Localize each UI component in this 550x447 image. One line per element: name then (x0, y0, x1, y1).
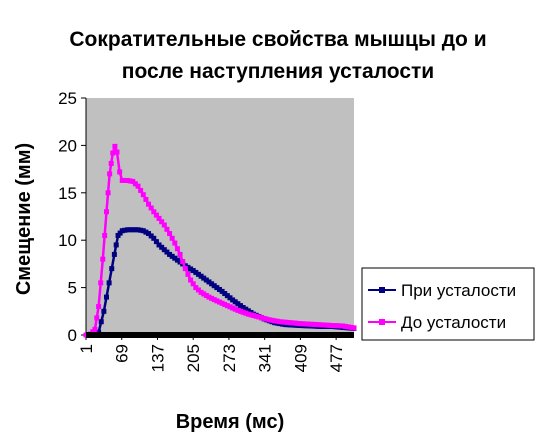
series-1-line (85, 145, 355, 337)
x-tick-label: 477 (327, 344, 346, 372)
legend-label-fatigued: При усталости (401, 281, 516, 300)
y-axis-label: Смещение (мм) (13, 143, 35, 295)
x-tick-label: 1 (77, 344, 96, 353)
y-tick-label: 5 (68, 279, 77, 298)
y-tick-label: 0 (68, 326, 77, 345)
x-tick-label: 69 (113, 344, 132, 363)
chart-title-line-1: Сократительные свойства мышцы до и (69, 28, 486, 51)
chart-title-line-2: после наступления усталости (122, 60, 434, 83)
x-tick-label: 273 (220, 344, 239, 372)
x-tick-label: 137 (148, 344, 167, 372)
legend-marker-fresh (379, 319, 385, 325)
y-axis: 0 5 10 15 20 25 (58, 89, 87, 345)
plot-area (86, 98, 354, 335)
series-group (83, 143, 357, 338)
baseline-band (86, 332, 354, 338)
x-axis: 1 69 137 205 273 341 409 477 (77, 334, 354, 372)
y-tick-label: 15 (58, 184, 77, 203)
y-tick-label: 10 (58, 231, 77, 250)
x-tick-label: 341 (256, 344, 275, 372)
y-tick-label: 20 (58, 136, 77, 155)
y-tick-label: 25 (58, 89, 77, 108)
legend-marker-fatigued (379, 287, 385, 293)
legend: При усталости До усталости (361, 267, 535, 341)
x-tick-label: 409 (291, 344, 310, 372)
legend-box (361, 267, 535, 341)
series-1 (83, 143, 357, 338)
x-tick-label: 205 (184, 344, 203, 372)
x-axis-label: Время (мс) (176, 411, 285, 433)
legend-label-fresh: До усталости (401, 313, 506, 332)
